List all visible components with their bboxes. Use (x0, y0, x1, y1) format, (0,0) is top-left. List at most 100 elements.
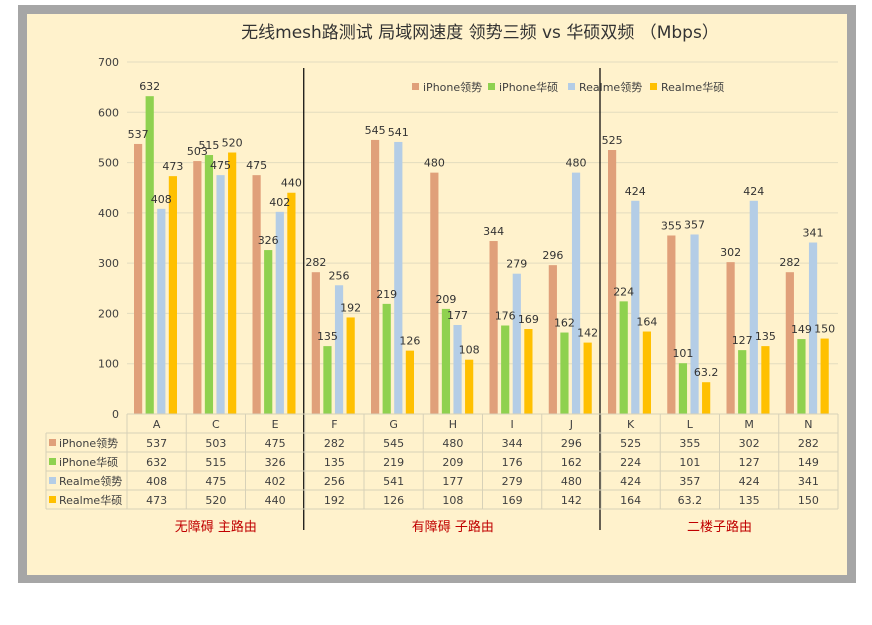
table-cell: 326 (265, 456, 286, 469)
bar (346, 317, 355, 414)
data-label: 282 (779, 256, 800, 269)
data-label: 150 (814, 323, 835, 336)
data-label: 149 (791, 323, 812, 336)
table-cell: 302 (739, 437, 760, 450)
data-label: 515 (198, 139, 219, 152)
x-tick-label: G (389, 418, 398, 431)
y-tick-label: 300 (98, 257, 119, 270)
bar (193, 161, 202, 414)
bar (371, 139, 380, 414)
legend-swatch (650, 83, 657, 90)
x-tick-label: A (153, 418, 161, 431)
legend-label: iPhone领势 (423, 81, 482, 94)
data-label: 480 (424, 157, 445, 170)
table-cell: 402 (265, 475, 286, 488)
table-cell: 126 (383, 494, 404, 507)
table-series-name: Realme领势 (59, 475, 122, 488)
bar (583, 342, 592, 414)
table-cell: 424 (739, 475, 760, 488)
bar (667, 235, 676, 414)
table-cell: 355 (679, 437, 700, 450)
bar (382, 303, 391, 414)
x-tick-label: E (272, 418, 279, 431)
bars (134, 96, 829, 415)
group-label: 二楼子路由 (687, 519, 752, 535)
data-label: 135 (317, 330, 338, 343)
table-cell: 296 (561, 437, 582, 450)
table-legend-key (49, 477, 56, 484)
table-cell: 150 (798, 494, 819, 507)
table-cell: 162 (561, 456, 582, 469)
data-label: 192 (340, 301, 361, 314)
table-cell: 475 (265, 437, 286, 450)
table-cell: 480 (442, 437, 463, 450)
data-label: 108 (459, 344, 480, 357)
group-label: 无障碍 主路由 (175, 519, 257, 535)
table-cell: 63.2 (678, 494, 703, 507)
bar (168, 176, 177, 414)
table-series-name: iPhone领势 (59, 437, 118, 450)
data-label: 408 (151, 193, 172, 206)
table-cell: 108 (442, 494, 463, 507)
x-tick-label: I (511, 418, 514, 431)
bar (430, 172, 439, 414)
data-label: 341 (803, 227, 824, 240)
table-cell: 142 (561, 494, 582, 507)
table-cell: 480 (561, 475, 582, 488)
data-label: 162 (554, 317, 575, 330)
data-label: 424 (625, 185, 646, 198)
gridlines (127, 61, 838, 415)
y-tick-label: 0 (112, 408, 119, 421)
bar (489, 241, 498, 414)
data-label: 537 (128, 128, 149, 141)
bar (334, 285, 344, 414)
y-tick-label: 400 (98, 207, 119, 220)
legend-swatch (412, 83, 419, 90)
table-cell: 282 (798, 437, 819, 450)
bar (690, 234, 699, 414)
table-cell: 424 (620, 475, 641, 488)
bar (631, 200, 640, 414)
table-cell: 149 (798, 456, 819, 469)
bar (453, 324, 462, 414)
bar (560, 332, 569, 414)
y-tick-label: 100 (98, 358, 119, 371)
bar (785, 272, 794, 414)
table-legend-key (49, 458, 56, 465)
y-tick-label: 200 (98, 307, 119, 320)
table-cell: 192 (324, 494, 345, 507)
data-label: 520 (222, 137, 243, 150)
data-label: 224 (613, 285, 634, 298)
data-label: 402 (269, 196, 290, 209)
bar (512, 273, 521, 414)
bar (501, 325, 510, 414)
data-label: 326 (258, 234, 279, 247)
bar (323, 346, 332, 414)
legend-label: Realme领势 (579, 81, 642, 94)
bar (619, 301, 628, 414)
bar (264, 250, 273, 414)
bar (749, 200, 758, 414)
data-label: 545 (365, 124, 386, 137)
bar (405, 350, 414, 414)
data-label: 440 (281, 177, 302, 190)
bar (157, 208, 166, 414)
bar (702, 382, 711, 414)
table-cell: 209 (442, 456, 463, 469)
bar (642, 331, 651, 414)
table-cell: 503 (205, 437, 226, 450)
table-cell: 177 (442, 475, 463, 488)
group-label: 有障碍 子路由 (412, 519, 494, 535)
data-label: 177 (447, 309, 468, 322)
table-cell: 101 (679, 456, 700, 469)
data-label: 424 (743, 185, 764, 198)
data-label: 632 (139, 80, 160, 93)
table-cell: 135 (739, 494, 760, 507)
data-label: 480 (566, 157, 587, 170)
x-tick-label: L (687, 418, 694, 431)
bar (394, 141, 403, 414)
legend: iPhone领势 iPhone华硕 Realme领势 Realme华硕 (412, 80, 724, 94)
table-series-name: iPhone华硕 (59, 455, 118, 469)
data-label: 357 (684, 218, 705, 231)
bar (228, 152, 237, 414)
